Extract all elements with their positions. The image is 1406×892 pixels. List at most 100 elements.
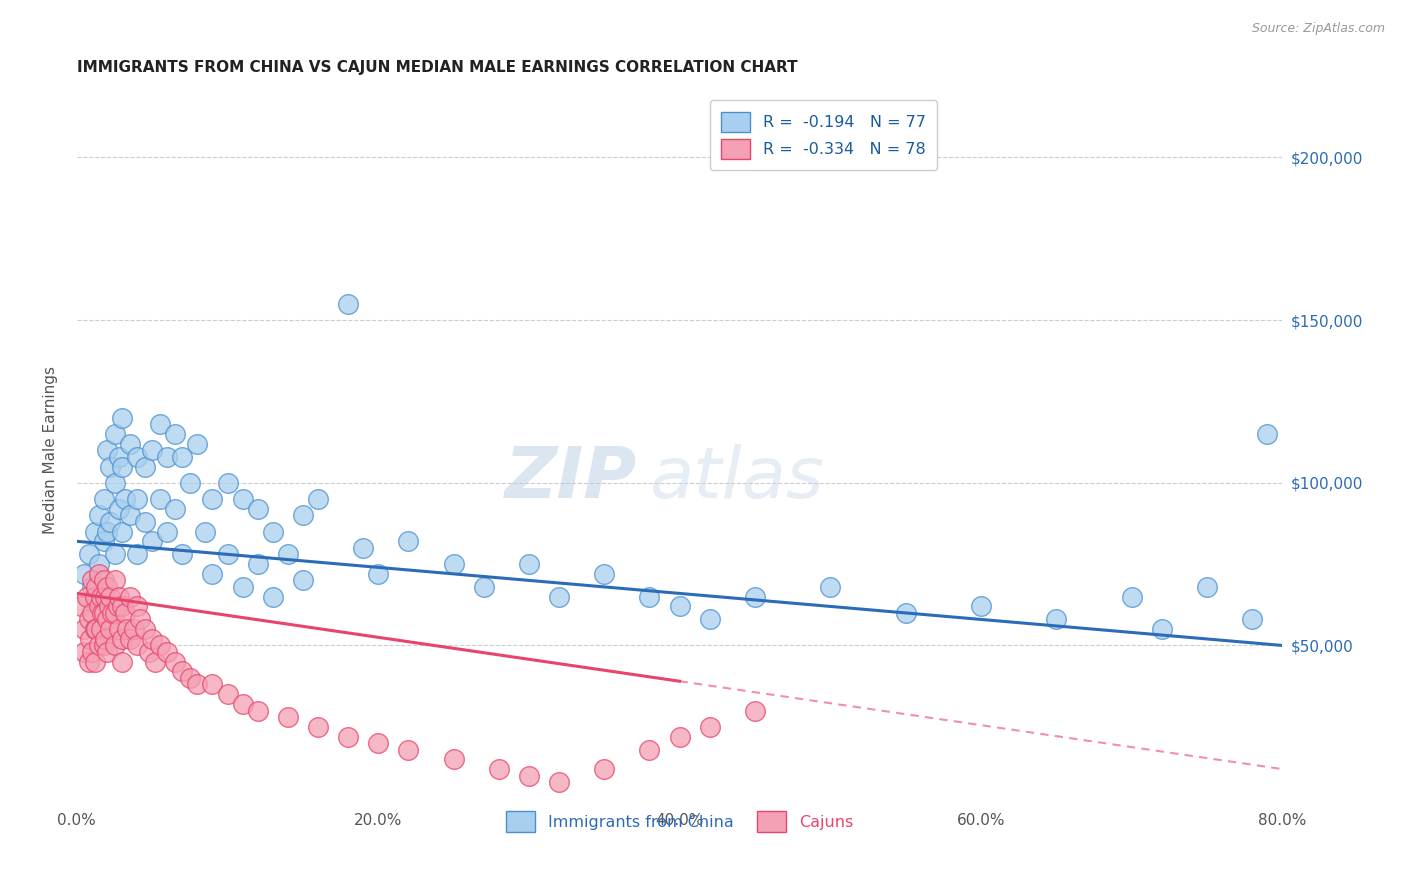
Point <box>89 557 111 571</box>
Point <box>96 524 118 539</box>
Point <box>77 547 100 561</box>
Point <box>517 768 540 782</box>
Point <box>232 697 254 711</box>
Text: Source: ZipAtlas.com: Source: ZipAtlas.com <box>1251 22 1385 36</box>
Point <box>96 612 118 626</box>
Point <box>246 557 269 571</box>
Point <box>970 599 993 614</box>
Point <box>114 491 136 506</box>
Point <box>89 566 111 581</box>
Point <box>141 443 163 458</box>
Point <box>90 590 112 604</box>
Point <box>488 762 510 776</box>
Point <box>163 501 186 516</box>
Point <box>291 574 314 588</box>
Point <box>103 606 125 620</box>
Point <box>179 475 201 490</box>
Point <box>262 590 284 604</box>
Point <box>246 501 269 516</box>
Point <box>96 645 118 659</box>
Point <box>149 417 172 432</box>
Point <box>367 736 389 750</box>
Point <box>79 632 101 646</box>
Point <box>84 622 107 636</box>
Legend: Immigrants from China, Cajuns: Immigrants from China, Cajuns <box>495 800 865 843</box>
Point <box>86 580 108 594</box>
Point <box>1045 612 1067 626</box>
Y-axis label: Median Male Earnings: Median Male Earnings <box>44 367 58 534</box>
Point <box>593 762 616 776</box>
Point <box>80 606 103 620</box>
Point <box>134 622 156 636</box>
Point <box>818 580 841 594</box>
Point <box>593 566 616 581</box>
Point <box>517 557 540 571</box>
Point <box>1121 590 1143 604</box>
Point <box>103 574 125 588</box>
Point <box>277 547 299 561</box>
Point <box>163 655 186 669</box>
Point <box>93 574 115 588</box>
Point <box>699 612 721 626</box>
Point <box>93 491 115 506</box>
Point <box>108 590 131 604</box>
Point <box>94 590 117 604</box>
Point <box>127 450 149 464</box>
Point <box>93 606 115 620</box>
Point <box>89 599 111 614</box>
Point <box>744 704 766 718</box>
Point <box>100 606 122 620</box>
Point <box>638 742 661 756</box>
Point <box>80 580 103 594</box>
Point <box>84 590 107 604</box>
Point <box>156 645 179 659</box>
Point <box>337 730 360 744</box>
Point <box>127 599 149 614</box>
Point <box>443 752 465 766</box>
Point <box>396 534 419 549</box>
Point <box>111 459 134 474</box>
Point <box>201 491 224 506</box>
Point <box>141 632 163 646</box>
Point <box>108 501 131 516</box>
Point <box>163 427 186 442</box>
Point <box>699 720 721 734</box>
Point <box>73 622 96 636</box>
Point <box>103 639 125 653</box>
Point <box>118 436 141 450</box>
Point <box>98 459 121 474</box>
Point <box>638 590 661 604</box>
Point <box>744 590 766 604</box>
Point <box>138 645 160 659</box>
Point <box>472 580 495 594</box>
Point <box>277 710 299 724</box>
Point <box>97 599 120 614</box>
Point <box>84 655 107 669</box>
Point <box>80 574 103 588</box>
Point <box>201 566 224 581</box>
Point <box>89 508 111 523</box>
Point <box>668 599 690 614</box>
Point <box>122 622 145 636</box>
Point <box>337 297 360 311</box>
Point <box>111 599 134 614</box>
Point <box>894 606 917 620</box>
Point <box>129 612 152 626</box>
Point <box>149 639 172 653</box>
Point <box>307 720 329 734</box>
Point <box>111 655 134 669</box>
Point <box>201 677 224 691</box>
Point <box>93 534 115 549</box>
Text: IMMIGRANTS FROM CHINA VS CAJUN MEDIAN MALE EARNINGS CORRELATION CHART: IMMIGRANTS FROM CHINA VS CAJUN MEDIAN MA… <box>77 60 797 75</box>
Point <box>73 566 96 581</box>
Point <box>186 436 208 450</box>
Point <box>217 547 239 561</box>
Point <box>1150 622 1173 636</box>
Point <box>118 590 141 604</box>
Point <box>98 515 121 529</box>
Point <box>76 590 98 604</box>
Point <box>291 508 314 523</box>
Point <box>1195 580 1218 594</box>
Point <box>118 632 141 646</box>
Point <box>367 566 389 581</box>
